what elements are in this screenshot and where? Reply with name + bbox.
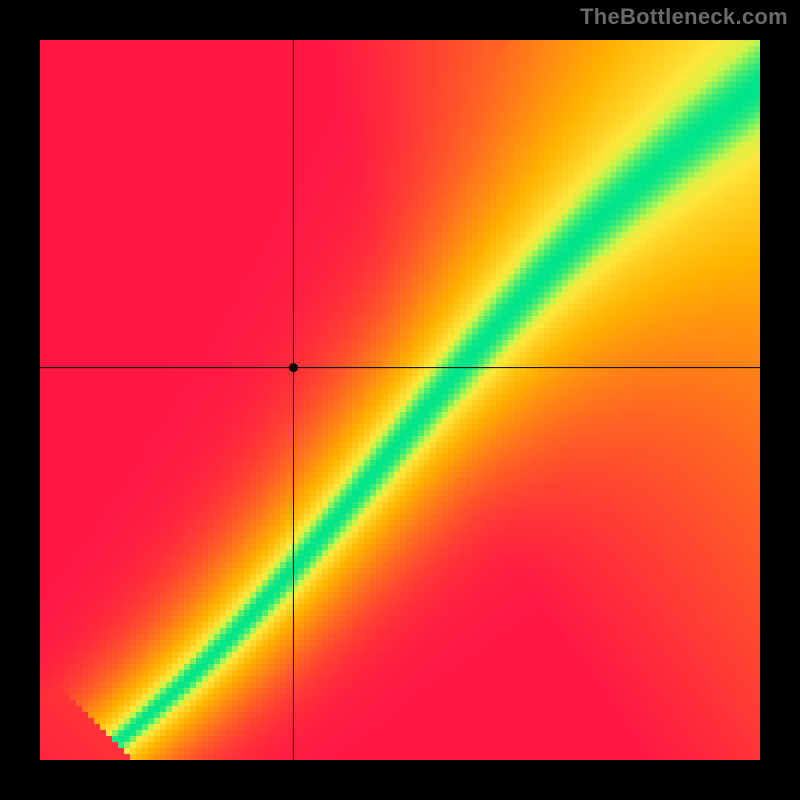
chart-container: TheBottleneck.com <box>0 0 800 800</box>
heatmap-canvas <box>40 40 760 760</box>
plot-area <box>40 40 760 760</box>
watermark-text: TheBottleneck.com <box>580 4 788 30</box>
